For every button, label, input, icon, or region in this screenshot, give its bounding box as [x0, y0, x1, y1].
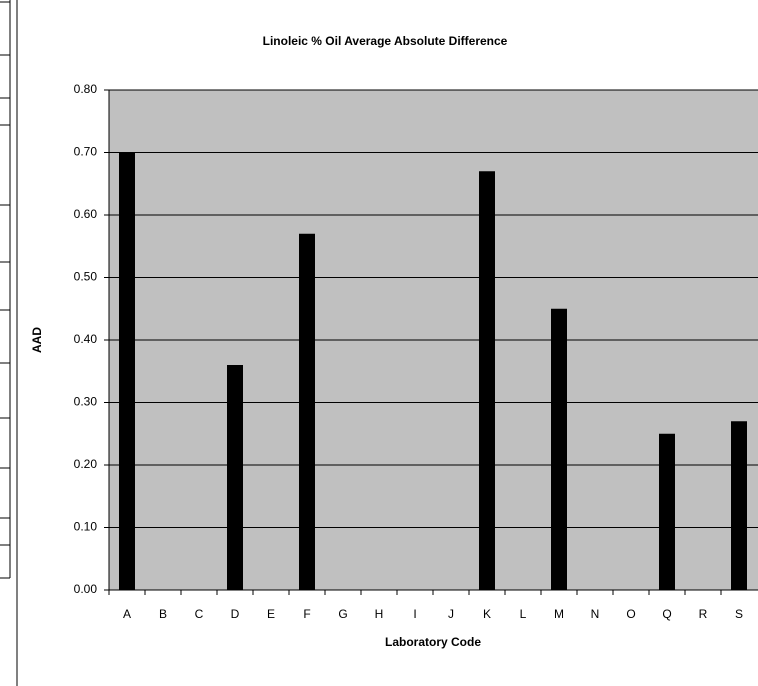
x-tick-label: Q: [662, 607, 671, 621]
y-tick-label: 0.30: [74, 395, 98, 409]
x-tick-label: D: [231, 607, 240, 621]
y-tick-label: 0.00: [74, 582, 98, 596]
y-tick-label: 0.80: [74, 82, 98, 96]
y-tick-label: 0.10: [74, 520, 98, 534]
chart-title: Linoleic % Oil Average Absolute Differen…: [263, 34, 508, 48]
x-tick-label: G: [338, 607, 347, 621]
x-tick-label: A: [123, 607, 131, 621]
x-tick-label: J: [448, 607, 454, 621]
x-tick-label: L: [520, 607, 527, 621]
y-axis-title: AAD: [30, 327, 44, 353]
page-border: [0, 0, 18, 686]
y-tick-label: 0.70: [74, 145, 98, 159]
x-tick-label: S: [735, 607, 743, 621]
x-tick-label: B: [159, 607, 167, 621]
y-tick-label: 0.40: [74, 332, 98, 346]
x-tick-label: N: [591, 607, 600, 621]
bar: [119, 152, 135, 590]
y-tick-label: 0.50: [74, 270, 98, 284]
y-tick-label: 0.60: [74, 207, 98, 221]
x-tick-label: H: [375, 607, 384, 621]
x-tick-label: F: [303, 607, 310, 621]
x-tick-label: K: [483, 607, 491, 621]
x-tick-label: O: [626, 607, 635, 621]
x-axis-title: Laboratory Code: [385, 635, 481, 649]
bar: [479, 171, 495, 590]
x-tick-label: C: [195, 607, 204, 621]
x-tick-label: M: [554, 607, 564, 621]
y-tick-label: 0.20: [74, 457, 98, 471]
x-tick-label: R: [699, 607, 708, 621]
bar: [731, 421, 747, 590]
bar: [659, 433, 675, 590]
x-tick-label: I: [413, 607, 416, 621]
x-tick-label: E: [267, 607, 275, 621]
bar: [227, 365, 243, 590]
bar: [551, 308, 567, 590]
bar: [299, 233, 315, 590]
